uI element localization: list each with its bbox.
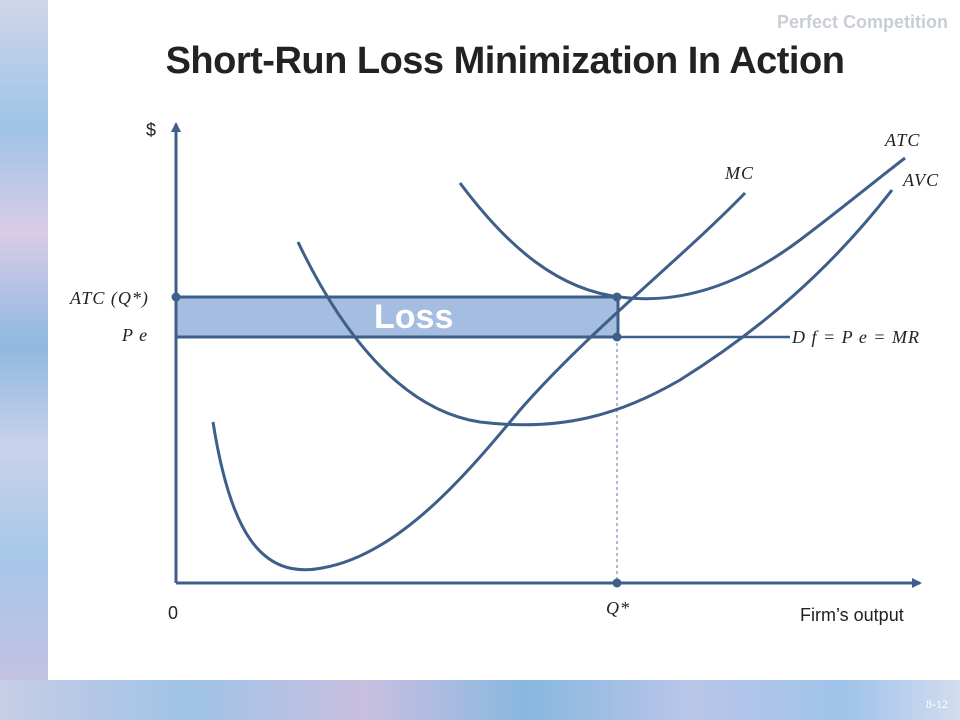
- price-label: P e: [122, 325, 149, 345]
- y-axis-label: $: [146, 120, 157, 140]
- atc-q-star-label: ATC (Q*): [70, 288, 149, 308]
- section-tag: Perfect Competition: [776, 12, 948, 32]
- bottom-decorative-band: [0, 680, 960, 720]
- atc-point-dot: [612, 292, 622, 302]
- slide-number: 8-12: [926, 697, 948, 711]
- atc-label: ATC: [885, 130, 921, 150]
- mc-curve: [211, 191, 747, 572]
- atc-curve: [458, 156, 906, 301]
- avc-label: AVC: [903, 170, 940, 190]
- q-star-label: Q*: [606, 598, 630, 618]
- equilibrium-dot: [612, 332, 622, 342]
- loss-label: Loss: [374, 298, 454, 336]
- avc-curve: [296, 189, 894, 427]
- x-axis-label: Firm’s output: [800, 605, 904, 625]
- q-star-dot: [612, 578, 622, 588]
- left-decorative-band: [0, 0, 48, 720]
- slide-title: Short-Run Loss Minimization In Action: [165, 40, 845, 82]
- origin-label: 0: [168, 603, 179, 623]
- atc-intercept-dot: [171, 292, 181, 302]
- mc-label: MC: [725, 163, 754, 183]
- demand-label: D f = P e = MR: [792, 327, 920, 347]
